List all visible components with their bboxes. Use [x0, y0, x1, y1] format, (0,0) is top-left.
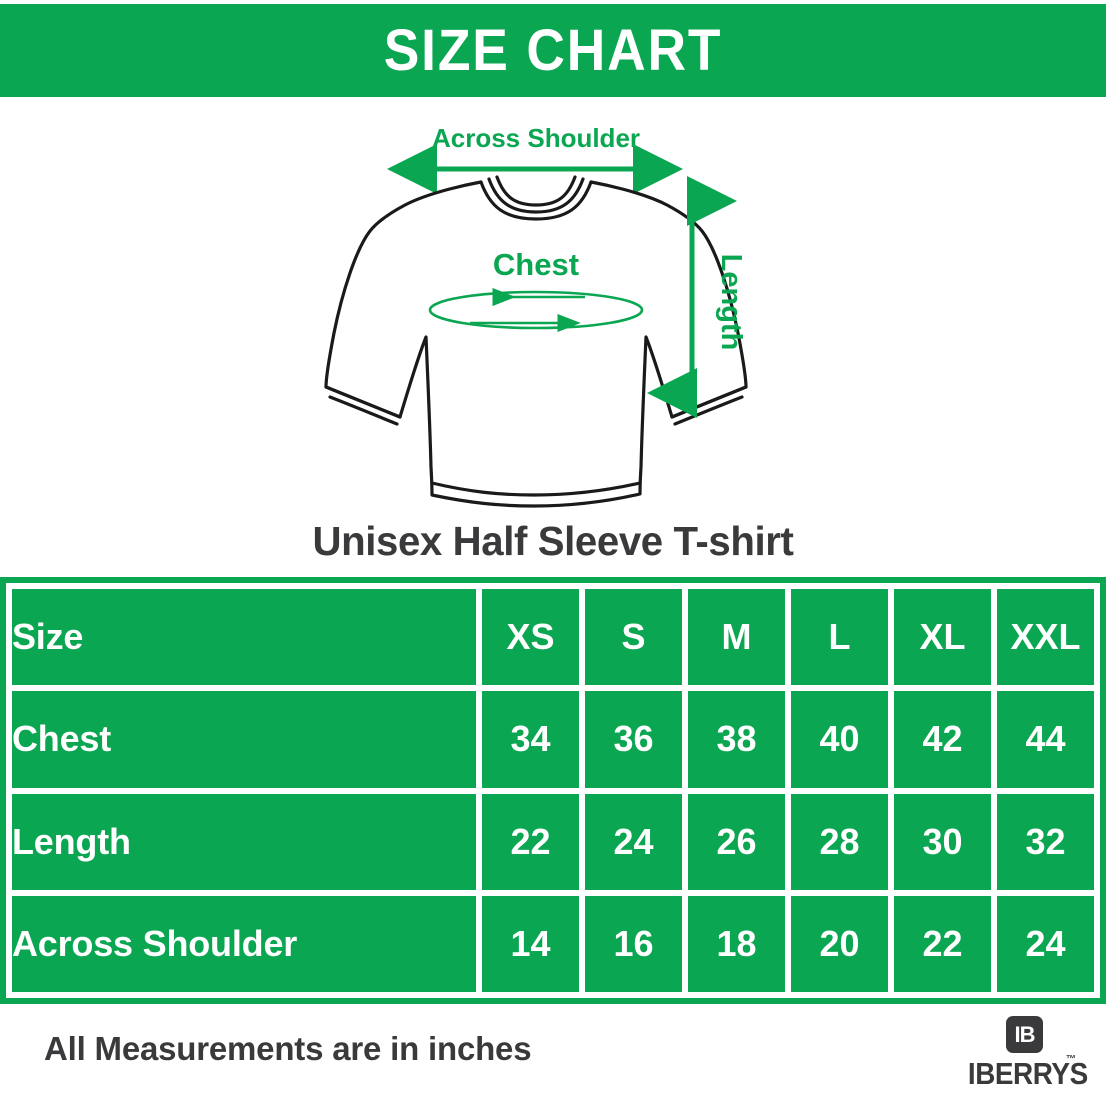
cell-length-m: 26	[688, 793, 785, 890]
header-size-xs: XS	[482, 589, 579, 686]
cell-chest-s: 36	[585, 691, 682, 788]
header-size-xl: XL	[894, 589, 991, 686]
length-label: Length	[715, 254, 747, 351]
cell-shoulder-xl: 22	[894, 895, 991, 992]
cell-length-xxl: 32	[997, 793, 1094, 890]
table-row-header: Size XS S M L XL XXL	[12, 589, 1094, 686]
cell-length-l: 28	[791, 793, 888, 890]
chest-ellipse	[428, 287, 644, 333]
header-label-size: Size	[12, 589, 476, 686]
chest-label: Chest	[493, 247, 579, 282]
header-size-m: M	[688, 589, 785, 686]
cell-chest-xl: 42	[894, 691, 991, 788]
cell-chest-xs: 34	[482, 691, 579, 788]
size-table-inner: Size XS S M L XL XXL Chest 34 36 38 40	[6, 583, 1100, 998]
header-banner: SIZE CHART	[0, 4, 1106, 97]
cell-chest-l: 40	[791, 691, 888, 788]
table-row: Chest 34 36 38 40 42 44	[12, 691, 1094, 788]
iberrys-logo: IB IBERRYS ™	[962, 1016, 1088, 1098]
row-label-length: Length	[12, 793, 476, 890]
header-size-s: S	[585, 589, 682, 686]
row-label-chest: Chest	[12, 691, 476, 788]
cell-chest-xxl: 44	[997, 691, 1094, 788]
measurement-unit-note: All Measurements are in inches	[44, 1030, 532, 1067]
cell-shoulder-l: 20	[791, 895, 888, 992]
cell-length-xl: 30	[894, 793, 991, 890]
cell-shoulder-xs: 14	[482, 895, 579, 992]
logo-wordmark: IBERRYS	[967, 1056, 1088, 1091]
tshirt-outline	[324, 175, 748, 508]
tshirt-diagram: Across Shoulder Chest Length	[0, 97, 1106, 517]
cell-chest-m: 38	[688, 691, 785, 788]
cell-length-s: 24	[585, 793, 682, 890]
header-size-l: L	[791, 589, 888, 686]
page-title: SIZE CHART	[383, 17, 723, 83]
logo-mark-icon: IB	[1006, 1016, 1043, 1053]
header-size-xxl: XXL	[997, 589, 1094, 686]
trademark-icon: ™	[1066, 1054, 1076, 1065]
table-row: Across Shoulder 14 16 18 20 22 24	[12, 895, 1094, 992]
size-table-container: Size XS S M L XL XXL Chest 34 36 38 40	[0, 577, 1106, 1004]
cell-length-xs: 22	[482, 793, 579, 890]
cell-shoulder-m: 18	[688, 895, 785, 992]
row-label-across-shoulder: Across Shoulder	[12, 895, 476, 992]
product-title: Unisex Half Sleeve T-shirt	[312, 518, 794, 564]
across-shoulder-label: Across Shoulder	[432, 123, 640, 153]
size-table: Size XS S M L XL XXL Chest 34 36 38 40	[6, 583, 1100, 998]
cell-shoulder-xxl: 24	[997, 895, 1094, 992]
cell-shoulder-s: 16	[585, 895, 682, 992]
table-row: Length 22 24 26 28 30 32	[12, 793, 1094, 890]
